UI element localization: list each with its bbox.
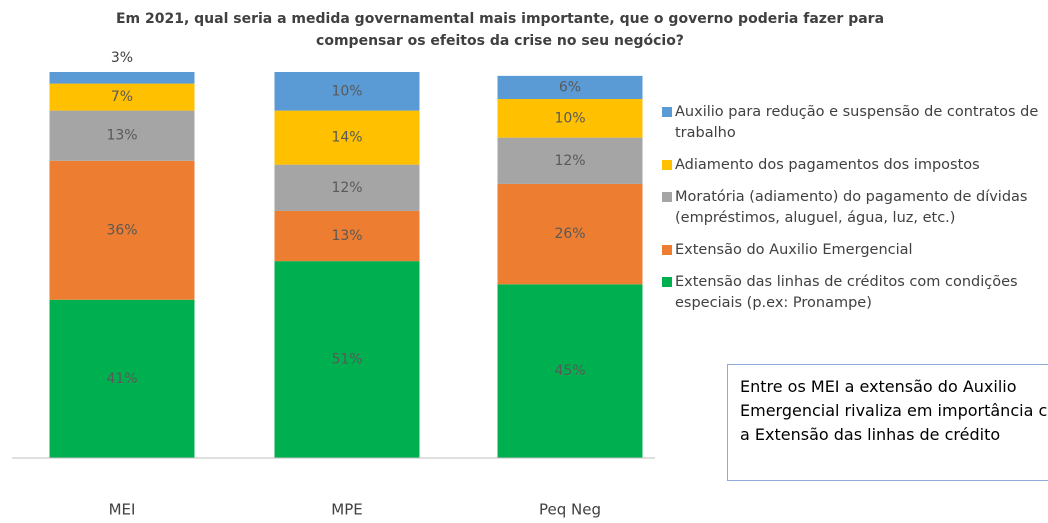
value-label: 7% — [111, 89, 133, 105]
chart-title: Em 2021, qual seria a medida governament… — [115, 11, 885, 49]
bar-segment — [497, 137, 643, 184]
legend-item: Extensão das linhas de créditos com cond… — [662, 272, 1048, 314]
legend-item: Auxilio para redução e suspensão de cont… — [662, 102, 1048, 144]
legend-label: Adiamento dos pagamentos dos impostos — [675, 157, 980, 173]
legend-swatch — [662, 107, 672, 117]
bar-segment — [274, 261, 420, 458]
bar-segment — [274, 72, 420, 111]
value-label: 26% — [554, 226, 585, 242]
legend-label: Auxilio para redução e suspensão de cont… — [675, 104, 1039, 141]
legend-label: Extensão das linhas de créditos com cond… — [675, 274, 1018, 311]
bar-segment — [497, 75, 643, 100]
legend-swatch — [662, 277, 672, 287]
value-label: 41% — [106, 371, 137, 387]
bar-segment — [49, 110, 195, 161]
legend-item: Extensão do Auxilio Emergencial — [662, 240, 1048, 261]
bar-segment — [497, 183, 643, 285]
value-label: 10% — [331, 83, 362, 99]
x-tick-label: MEI — [109, 501, 136, 519]
value-label: 12% — [331, 180, 362, 196]
value-label: 51% — [331, 352, 362, 368]
legend-item: Adiamento dos pagamentos dos impostos — [662, 155, 1048, 176]
x-tick-label: Peq Neg — [539, 501, 601, 519]
legend: Auxilio para redução e suspensão de cont… — [662, 102, 1048, 325]
bar-segment — [49, 160, 195, 300]
bar-segment — [497, 99, 643, 138]
legend-swatch — [662, 245, 672, 255]
bar-segment — [49, 299, 195, 458]
bar-segment — [49, 83, 195, 111]
value-label: 13% — [331, 228, 362, 244]
value-label: 36% — [106, 222, 137, 238]
bar-segment — [274, 210, 420, 262]
bar-segment — [274, 110, 420, 165]
legend-label: Moratória (adiamento) do pagamento de dí… — [675, 189, 1028, 226]
value-label: 6% — [559, 79, 581, 95]
bar-segment — [49, 72, 195, 84]
bar-segment — [497, 284, 643, 458]
legend-swatch — [662, 192, 672, 202]
value-label: 13% — [106, 128, 137, 144]
legend-swatch — [662, 160, 672, 170]
value-label: 45% — [554, 363, 585, 379]
annotation: Entre os MEI a extensão do Auxilio Emerg… — [727, 364, 1048, 481]
value-label: 3% — [111, 50, 133, 66]
legend-label: Extensão do Auxilio Emergencial — [675, 242, 913, 258]
x-tick-label: MPE — [331, 501, 362, 519]
legend-item: Moratória (adiamento) do pagamento de dí… — [662, 187, 1048, 229]
value-label: 10% — [554, 110, 585, 126]
value-label: 14% — [331, 130, 362, 146]
bar-segment — [274, 164, 420, 211]
value-label: 12% — [554, 153, 585, 169]
